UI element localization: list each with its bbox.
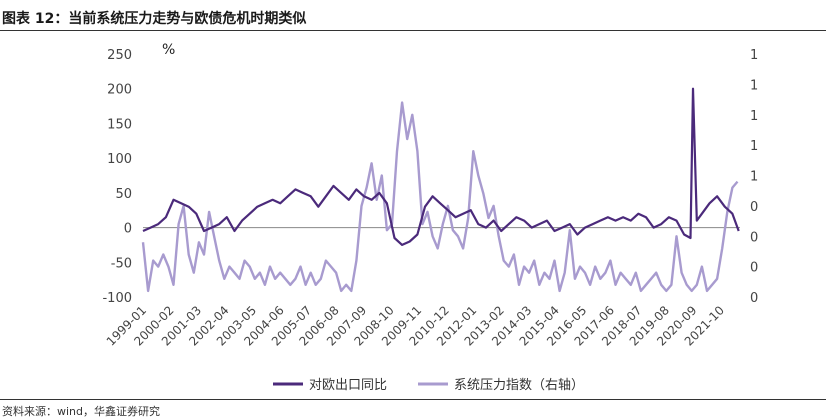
right-tick-label: 1 bbox=[750, 109, 758, 124]
series-line-exports bbox=[142, 87, 740, 246]
left-tick-label: 0 bbox=[124, 222, 132, 237]
right-axis: 0 0 0 0 1 1 1 1 1 bbox=[750, 48, 758, 306]
right-tick-label: 1 bbox=[750, 48, 758, 63]
right-tick-label: 1 bbox=[750, 139, 758, 154]
left-tick-label: 50 bbox=[115, 187, 132, 202]
left-tick-label: 250 bbox=[107, 48, 132, 63]
left-axis: -100 -50 0 50 100 150 200 250 bbox=[102, 48, 132, 306]
right-tick-label: 1 bbox=[750, 78, 758, 93]
series-line-stress bbox=[141, 101, 739, 293]
right-tick-label: 0 bbox=[750, 200, 758, 215]
unit-label: % bbox=[162, 42, 175, 58]
legend-item: 对欧出口同比 bbox=[273, 378, 387, 393]
right-tick-label: 0 bbox=[750, 291, 758, 306]
left-tick-label: -50 bbox=[111, 256, 132, 271]
legend-label-exports: 对欧出口同比 bbox=[309, 378, 387, 393]
right-tick-label: 1 bbox=[750, 170, 758, 185]
right-tick-label: 0 bbox=[750, 261, 758, 276]
left-tick-label: 150 bbox=[107, 117, 132, 132]
left-tick-label: 200 bbox=[107, 83, 132, 98]
title-divider bbox=[0, 30, 826, 31]
legend-label-stress: 系统压力指数（右轴） bbox=[454, 378, 584, 393]
right-tick-label: 0 bbox=[750, 230, 758, 245]
source-note: 资料来源：wind，华鑫证券研究 bbox=[2, 405, 161, 418]
legend-item: 系统压力指数（右轴） bbox=[418, 378, 584, 393]
legend: 对欧出口同比 系统压力指数（右轴） bbox=[273, 378, 584, 393]
series-layer bbox=[141, 87, 740, 293]
page-title: 图表 12：当前系统压力走势与欧债危机时期类似 bbox=[2, 11, 307, 27]
left-tick-label: 100 bbox=[107, 152, 132, 167]
title-bar: 图表 12：当前系统压力走势与欧债危机时期类似 bbox=[0, 0, 826, 32]
footer-divider bbox=[0, 399, 826, 400]
left-tick-label: -100 bbox=[102, 291, 132, 306]
